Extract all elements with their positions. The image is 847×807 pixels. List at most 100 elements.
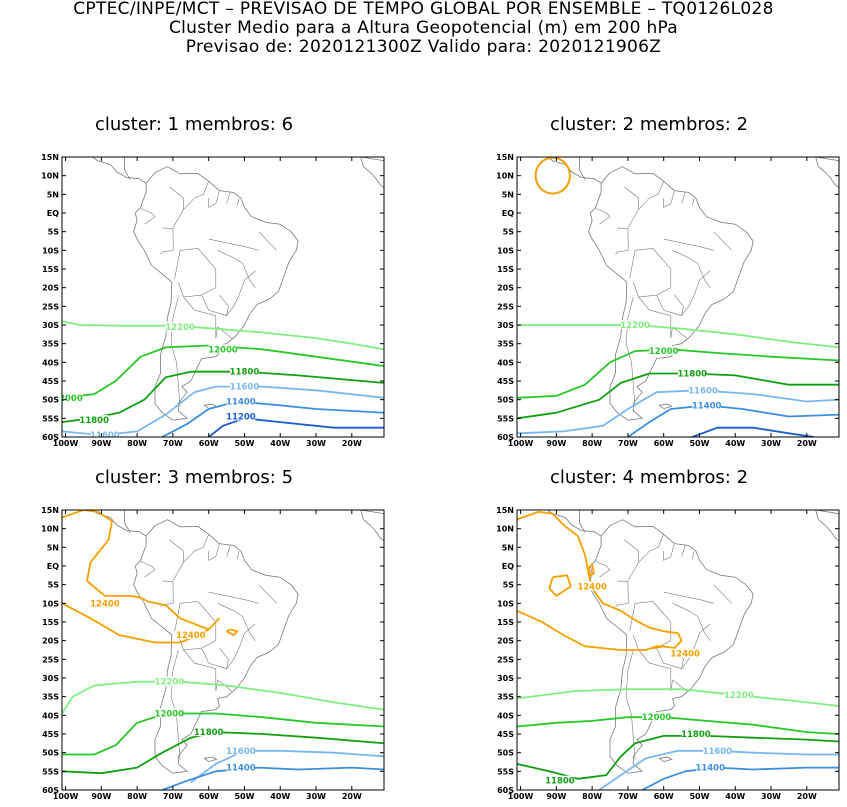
lat-tick-label: 45S — [497, 377, 514, 386]
lon-tick-label: 70W — [618, 792, 638, 801]
contour-label-bg — [62, 392, 83, 402]
lat-tick-label: 10N — [496, 525, 514, 534]
lon-tick-label: 30W — [761, 439, 781, 448]
lat-tick-label: 60S — [42, 786, 59, 795]
country-border — [625, 649, 636, 761]
country-border — [638, 534, 664, 563]
country-border — [174, 248, 217, 298]
contour-label-bg — [226, 411, 256, 421]
central-america-coastline — [578, 510, 586, 533]
country-border — [663, 543, 675, 561]
lat-tick-label: 15N — [41, 153, 59, 162]
africa-coastline — [360, 510, 384, 550]
lat-tick-label: 5S — [48, 228, 60, 237]
lat-tick-label: 10N — [41, 525, 59, 534]
contour-label-bg — [695, 762, 725, 772]
country-border — [638, 649, 672, 692]
central-america-coastline — [92, 157, 147, 184]
central-america-coastline — [123, 157, 131, 180]
country-border — [170, 296, 181, 408]
contour-label: 12000 — [642, 713, 672, 723]
south-america-coastline — [133, 519, 299, 774]
lon-tick-label: 100W — [508, 439, 534, 448]
falkland-coastline — [658, 756, 673, 763]
header-line-1: CPTEC/INPE/MCT – PREVISAO DE TEMPO GLOBA… — [73, 0, 774, 19]
lat-tick-label: 45S — [42, 730, 59, 739]
contour-label-bg — [642, 712, 671, 722]
lat-tick-label: 25S — [497, 302, 514, 311]
geopotential-contour — [62, 320, 384, 351]
lon-tick-label: 50W — [234, 792, 254, 801]
contour-label: 12400 — [577, 583, 607, 593]
country-border — [681, 192, 686, 204]
geopotential-contour — [517, 389, 839, 435]
country-border — [692, 198, 695, 206]
geopotential-contour — [517, 511, 683, 650]
country-border — [208, 591, 259, 604]
south-america-coastline — [588, 519, 754, 774]
contour-label-bg — [692, 400, 721, 410]
country-border — [208, 238, 259, 251]
lat-tick-label: 45S — [42, 377, 59, 386]
geopotential-contour — [208, 417, 384, 437]
lat-tick-label: 15S — [497, 265, 514, 274]
falkland-coastline — [658, 403, 673, 410]
map-svg: 12200 12000 2000 11800 11800 11600 11600 11400 1… — [41, 153, 385, 448]
falkland-coastline — [203, 756, 218, 763]
contour-label-bg — [545, 775, 575, 785]
contour-label: 11600 — [90, 431, 120, 441]
country-border — [217, 250, 256, 288]
country-border — [169, 186, 184, 229]
lat-tick-label: 35S — [42, 693, 59, 702]
geopotential-contour — [534, 157, 571, 195]
country-border — [670, 679, 688, 692]
geopotential-contour — [226, 628, 239, 637]
country-border — [160, 580, 174, 608]
contour-label: 12000 — [208, 345, 238, 355]
central-america-coastline — [547, 157, 602, 184]
lat-tick-label: 30S — [497, 674, 514, 683]
lat-tick-label: 55S — [42, 767, 59, 776]
africa-coastline — [360, 157, 384, 197]
lon-tick-label: 70W — [618, 439, 638, 448]
geopotential-contour — [587, 563, 595, 577]
lat-tick-label: 35S — [497, 340, 514, 349]
geopotential-contour — [517, 324, 839, 349]
country-border — [663, 591, 714, 604]
contour-label-bg — [577, 581, 607, 591]
country-border — [670, 326, 688, 339]
contour-label-bg — [79, 415, 109, 425]
lat-tick-label: 10S — [497, 246, 514, 255]
country-border — [183, 181, 209, 210]
lon-tick-label: 30W — [306, 439, 326, 448]
contour-label-bg — [226, 745, 256, 755]
country-border — [170, 649, 181, 761]
map-background — [62, 157, 384, 437]
country-border — [140, 208, 156, 225]
country-border — [183, 649, 217, 692]
contour-label: 11800 — [79, 416, 109, 426]
lat-tick-label: 15S — [42, 265, 59, 274]
geopotential-contour — [691, 426, 815, 437]
lat-tick-label: 15S — [42, 618, 59, 627]
country-border — [208, 543, 220, 561]
lat-tick-label: 5N — [502, 190, 514, 199]
contour-label: 11600 — [703, 747, 733, 757]
lat-tick-label: 20S — [42, 637, 59, 646]
country-border — [595, 208, 611, 225]
geopotential-contour — [517, 348, 839, 399]
lat-tick-label: 10N — [496, 172, 514, 181]
panel-title: cluster: 2 membros: 2 — [549, 114, 749, 135]
contour-label-bg — [703, 745, 732, 755]
lat-tick-label: 20S — [497, 637, 514, 646]
central-america-coastline — [123, 510, 131, 533]
geopotential-contour — [62, 344, 384, 399]
lon-tick-label: 20W — [342, 439, 362, 448]
contour-label: 12200 — [155, 678, 185, 688]
country-border — [208, 190, 220, 208]
lat-tick-label: 15S — [497, 618, 514, 627]
contour-label-bg — [165, 321, 195, 331]
lat-tick-label: 5S — [503, 581, 515, 590]
lat-tick-label: 55S — [497, 414, 514, 423]
lat-tick-label: 30S — [42, 674, 59, 683]
